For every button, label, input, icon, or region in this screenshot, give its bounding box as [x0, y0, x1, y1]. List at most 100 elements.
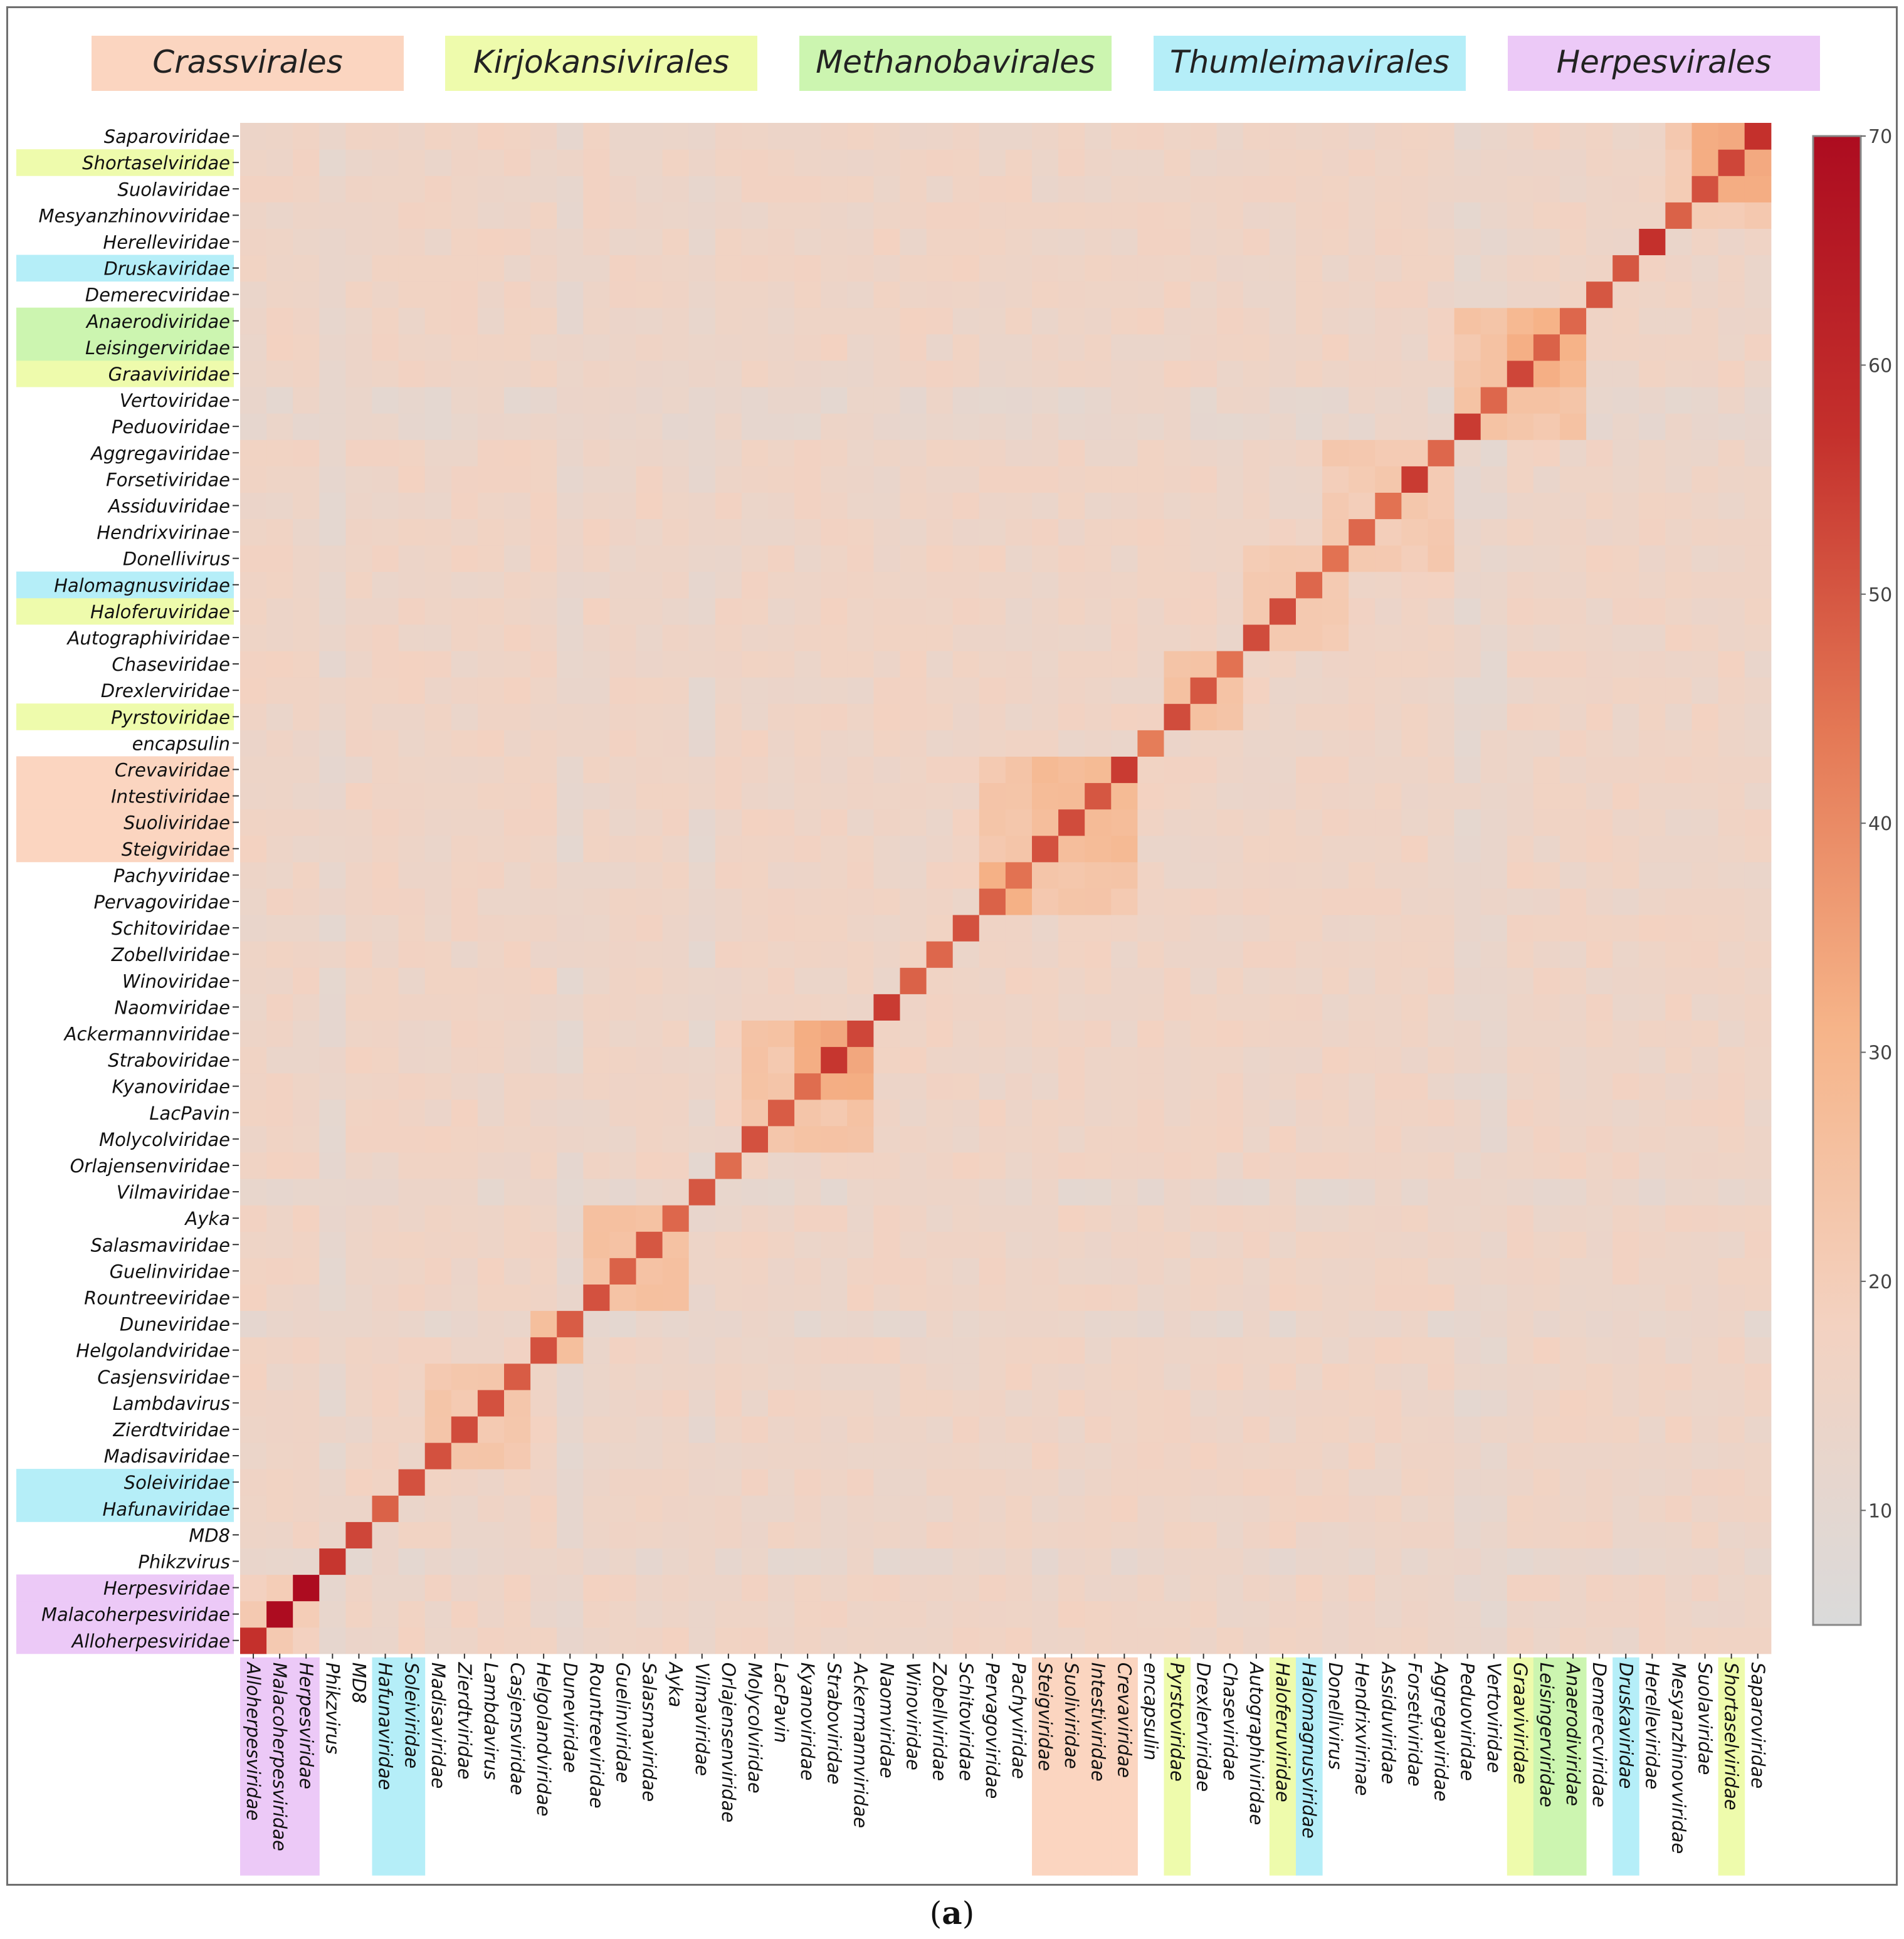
heatmap-cell — [1744, 202, 1772, 229]
heatmap-cell — [1322, 835, 1349, 863]
heatmap-cell — [1507, 176, 1534, 202]
heatmap-cell — [504, 1495, 531, 1522]
heatmap-cell — [636, 228, 663, 256]
heatmap-cell — [504, 1258, 531, 1285]
heatmap-cell — [1401, 782, 1429, 810]
heatmap-cell — [636, 307, 663, 335]
heatmap-cell — [240, 545, 267, 572]
heatmap-cell — [1164, 571, 1191, 599]
heatmap-cell — [451, 1284, 478, 1311]
heatmap-cell — [1243, 703, 1270, 730]
heatmap-cell — [1137, 1442, 1165, 1469]
heatmap-cell — [583, 888, 610, 915]
heatmap-cell — [477, 597, 505, 625]
row-label: Guelinviridae — [110, 1261, 230, 1282]
heatmap-cell — [372, 1284, 399, 1311]
heatmap-cell — [1428, 1231, 1455, 1258]
heatmap-cell — [926, 1020, 954, 1048]
heatmap-cell — [1428, 1152, 1455, 1179]
heatmap-cell — [1639, 1363, 1666, 1390]
heatmap-cell — [1401, 1231, 1429, 1258]
heatmap-cell — [451, 1205, 478, 1232]
heatmap-cell — [1164, 149, 1191, 176]
heatmap-cell — [873, 1495, 901, 1522]
heatmap-cell — [266, 228, 293, 256]
heatmap-cell — [1190, 597, 1218, 625]
heatmap-cell — [768, 703, 795, 730]
heatmap-cell — [266, 1627, 293, 1654]
heatmap-cell — [240, 1521, 267, 1548]
heatmap-cell — [345, 1284, 373, 1311]
heatmap-cell — [1243, 1389, 1270, 1417]
heatmap-cell — [1085, 915, 1112, 942]
heatmap-cell — [477, 492, 505, 520]
heatmap-cell — [1164, 597, 1191, 625]
heatmap-cell — [926, 782, 954, 810]
heatmap-cell — [1639, 888, 1666, 915]
heatmap-cell — [1560, 176, 1587, 202]
heatmap-cell — [1243, 255, 1270, 282]
heatmap-cell — [1164, 1627, 1191, 1654]
heatmap-cell — [636, 1310, 663, 1338]
heatmap-cell — [240, 360, 267, 387]
heatmap-cell — [794, 1205, 821, 1232]
heatmap-cell — [504, 123, 531, 150]
heatmap-cell — [1111, 360, 1138, 387]
heatmap-cell — [1085, 1231, 1112, 1258]
heatmap-cell — [557, 387, 584, 414]
heatmap-cell — [1058, 466, 1085, 493]
heatmap-cell — [1533, 1020, 1560, 1048]
heatmap-cell — [372, 1231, 399, 1258]
heatmap-cell — [768, 149, 795, 176]
heatmap-cell — [1137, 1627, 1165, 1654]
heatmap-cell — [715, 809, 742, 836]
heatmap-cell — [504, 782, 531, 810]
heatmap-cell — [1560, 1548, 1587, 1575]
heatmap-cell — [1269, 466, 1297, 493]
heatmap-cell — [609, 466, 637, 493]
heatmap-cell — [821, 624, 848, 651]
heatmap-cell — [1560, 1495, 1587, 1522]
heatmap-cell — [1269, 1363, 1297, 1390]
heatmap-cell — [1296, 492, 1323, 520]
heatmap-cell — [319, 571, 346, 599]
heatmap-cell — [398, 123, 426, 150]
heatmap-cell — [662, 360, 690, 387]
heatmap-cell — [319, 1099, 346, 1127]
heatmap-cell — [319, 1073, 346, 1100]
heatmap-cell — [1375, 334, 1402, 361]
heatmap-cell — [504, 1231, 531, 1258]
heatmap-cell — [1349, 1073, 1375, 1100]
heatmap-cell — [319, 861, 346, 889]
heatmap-cell — [1533, 1627, 1560, 1654]
heatmap-cell — [1296, 915, 1323, 942]
heatmap-cell — [1190, 360, 1218, 387]
heatmap-cell — [1164, 624, 1191, 651]
colorbar-tick-label: 40 — [1868, 813, 1892, 835]
heatmap-cell — [1085, 176, 1112, 202]
heatmap-cell — [1322, 492, 1349, 520]
column-label: Madisaviridae — [428, 1663, 449, 1789]
heatmap-cell — [715, 545, 742, 572]
heatmap-cell — [1454, 202, 1481, 229]
heatmap-cell — [715, 1469, 742, 1496]
heatmap-cell — [1639, 1442, 1666, 1469]
heatmap-cell — [1322, 202, 1349, 229]
heatmap-cell — [1560, 782, 1587, 810]
heatmap-cell — [1085, 228, 1112, 256]
heatmap-cell — [1428, 1389, 1455, 1417]
heatmap-cell — [1639, 730, 1666, 757]
heatmap-cell — [319, 1627, 346, 1654]
heatmap-cell — [557, 1020, 584, 1048]
heatmap-cell — [873, 888, 901, 915]
heatmap-cell — [688, 651, 716, 678]
legend-label: Methanobavirales — [816, 44, 1095, 80]
heatmap-cell — [1665, 1310, 1693, 1338]
heatmap-cell — [1349, 202, 1375, 229]
heatmap-cell — [1560, 1231, 1587, 1258]
heatmap-cell — [952, 1416, 980, 1443]
heatmap-cell — [1058, 888, 1085, 915]
heatmap-cell — [266, 1099, 293, 1127]
heatmap-cell — [1480, 1073, 1508, 1100]
heatmap-cell — [900, 307, 927, 335]
